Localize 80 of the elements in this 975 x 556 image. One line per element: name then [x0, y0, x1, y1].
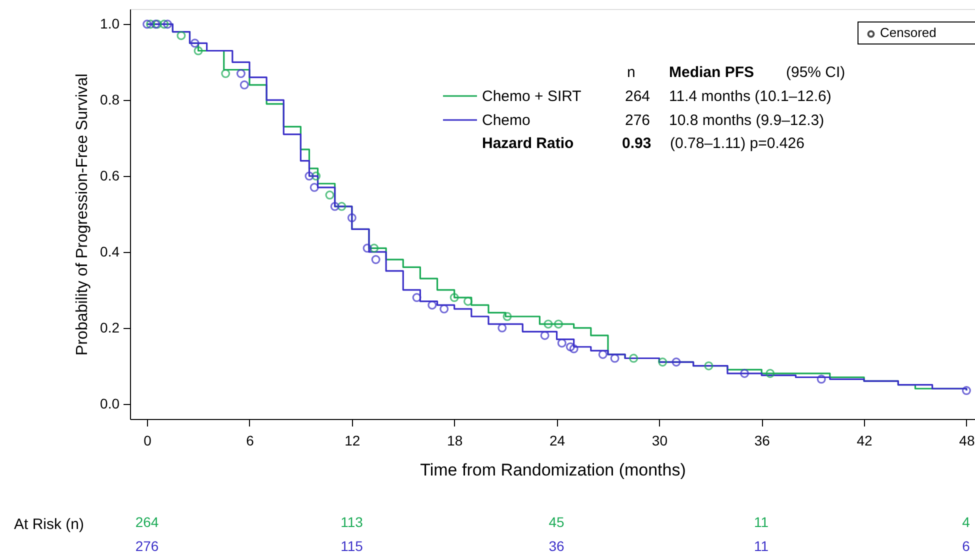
point: [658, 358, 668, 367]
point: [569, 344, 578, 354]
y-tick-label: 0.2: [100, 319, 120, 336]
x-tick-label: 36: [754, 432, 770, 448]
annotation: n: [627, 64, 636, 81]
point: [337, 202, 346, 211]
legend-label: Chemo: [482, 112, 530, 129]
point: [629, 354, 638, 363]
annotation: Median PFS: [669, 64, 754, 81]
point: [325, 190, 334, 200]
point: [370, 244, 379, 253]
point: [221, 69, 230, 78]
point: [347, 213, 356, 222]
annotation: (95% CI): [786, 64, 846, 81]
point: [362, 244, 372, 253]
text: 11: [754, 538, 769, 554]
legend-label: Chemo + SIRT: [482, 88, 582, 105]
point: [962, 386, 971, 396]
point: [194, 46, 203, 56]
point: [740, 368, 750, 378]
annotation: 0.93: [622, 135, 652, 152]
point: [463, 296, 473, 306]
point: [163, 20, 172, 29]
y-tick-label: 0.6: [100, 168, 120, 184]
x-tick-label: 24: [549, 432, 566, 448]
point: [554, 320, 563, 329]
point: [502, 312, 512, 321]
point: [566, 342, 575, 352]
annotation: 276: [625, 112, 650, 129]
point: [176, 31, 186, 40]
point: [672, 358, 681, 367]
y-tick-label: 0.8: [100, 92, 120, 108]
x-tick-label: 18: [447, 432, 463, 448]
point: [450, 293, 459, 302]
point: [190, 38, 200, 48]
x-tick-label: 6: [246, 432, 254, 448]
y-tick-label: 1.0: [100, 16, 120, 32]
annotation: 10.8 months (9.9–12.3): [669, 112, 824, 129]
point: [142, 20, 152, 29]
point: [412, 293, 422, 302]
point: [240, 80, 249, 90]
x-tick-label: 0: [144, 432, 152, 448]
annotation: Censored: [880, 25, 936, 40]
point: [544, 320, 553, 329]
x-tick-label: 42: [856, 432, 873, 448]
point: [312, 172, 321, 181]
text: 264: [135, 514, 159, 530]
x-tick-label: 48: [959, 432, 975, 448]
annotation: Hazard Ratio: [482, 135, 574, 152]
text: 276: [135, 538, 159, 554]
y-tick-label: 0.0: [100, 395, 120, 412]
y-axis-title: Probability of Progression-Free Survival: [74, 74, 92, 356]
text: 11: [754, 514, 769, 530]
point: [310, 182, 319, 192]
point: [304, 172, 314, 181]
point: [146, 20, 155, 29]
text: 4: [962, 514, 970, 530]
annotation: (0.78–1.11) p=0.426: [670, 135, 804, 152]
x-axis-title: Time from Randomization (months): [420, 460, 686, 480]
text: 45: [548, 514, 564, 530]
point: [330, 202, 340, 211]
text: 6: [962, 538, 970, 554]
x-tick-label: 30: [652, 432, 668, 448]
text: 115: [340, 538, 364, 554]
point: [610, 354, 620, 363]
x-tick-label: 12: [344, 432, 360, 448]
point: [371, 255, 380, 264]
point: [766, 368, 775, 378]
point: [440, 304, 449, 314]
annotation: 264: [625, 88, 650, 105]
text: At Risk (n): [14, 516, 84, 533]
point: [816, 374, 826, 384]
point: [704, 361, 714, 370]
point: [160, 20, 169, 29]
text: 113: [340, 514, 364, 530]
point: [498, 323, 507, 332]
text: 36: [548, 538, 564, 554]
annotation: 11.4 months (10.1–12.6): [669, 88, 832, 105]
y-tick-label: 0.4: [100, 243, 120, 260]
point: [236, 69, 246, 78]
